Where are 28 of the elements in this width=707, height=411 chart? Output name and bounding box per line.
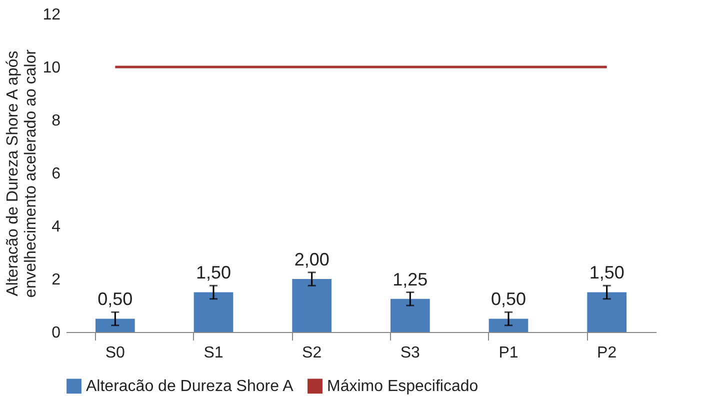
y-tick-label: 12 <box>42 6 61 24</box>
y-tick-label: 2 <box>52 272 61 288</box>
bar <box>587 292 626 332</box>
x-tick-label: S2 <box>302 344 322 362</box>
data-label: 1,50 <box>589 262 624 283</box>
bar <box>194 292 234 332</box>
x-tick-label: S3 <box>400 344 420 362</box>
data-label: 2,00 <box>294 249 330 270</box>
y-tick-label: 4 <box>52 218 61 236</box>
y-tick-label: 10 <box>42 60 61 76</box>
x-tick-label: P1 <box>498 344 518 362</box>
x-tick-label: S0 <box>105 344 126 362</box>
data-label: 1,25 <box>392 269 428 290</box>
bar <box>488 318 528 332</box>
y-tick-label: 0 <box>52 324 61 342</box>
legend-label: Máximo Especificado <box>327 378 478 396</box>
data-label: 0,50 <box>490 289 526 310</box>
bar <box>96 318 135 332</box>
y-tick-label: 6 <box>52 166 61 182</box>
legend-label: Alteracão de Dureza Shore A <box>86 378 294 396</box>
bar <box>390 298 430 332</box>
y-tick-label: 8 <box>52 112 61 130</box>
x-tick-label: S1 <box>204 344 224 362</box>
data-label: 0,50 <box>98 289 133 310</box>
y-axis-title: Alteracão de Dureza Shore A após envelhecimento acelerado ao calor <box>4 48 40 298</box>
x-tick-label: P2 <box>597 344 617 362</box>
bar <box>292 279 332 332</box>
data-label: 1,50 <box>196 262 232 283</box>
